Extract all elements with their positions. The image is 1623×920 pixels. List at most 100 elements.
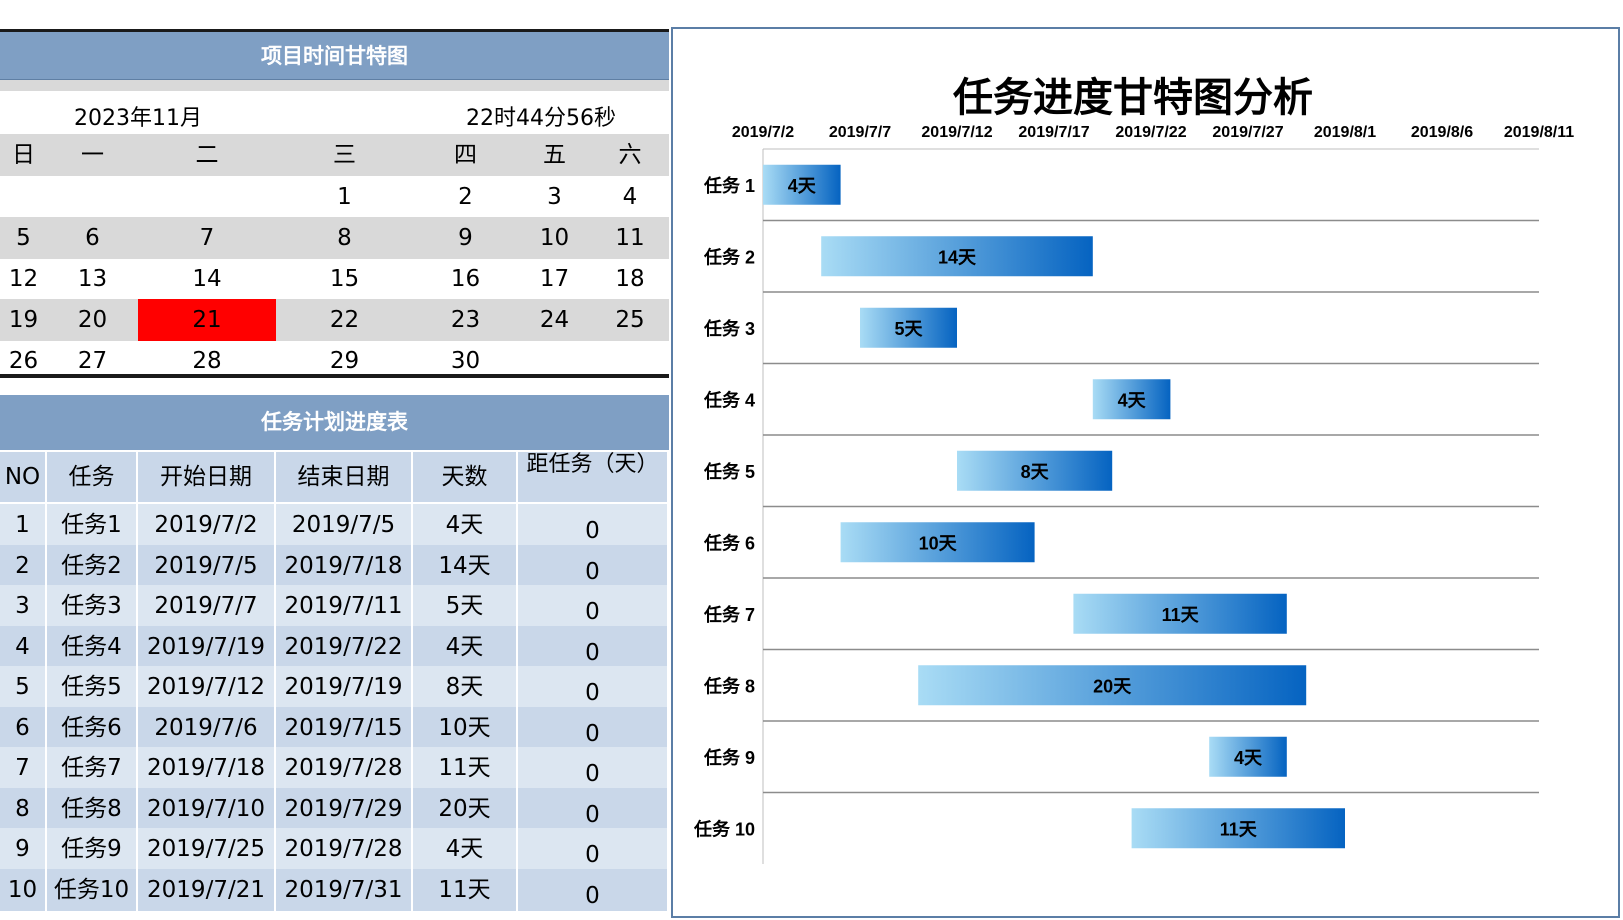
y-category-label: 任务 5 (703, 461, 755, 482)
calendar-week-row: 12 13 14 15 16 17 18 (0, 258, 669, 300)
gantt-bar (918, 665, 1307, 706)
bar-data-label: 4天 (788, 176, 817, 196)
weekday-row: 日一二三四五六 (0, 134, 669, 176)
table-cell: 任务9 (47, 828, 138, 870)
weekday-label: 二 (195, 142, 219, 168)
calendar-day: 2 (458, 184, 473, 210)
table-cell: 任务6 (47, 706, 138, 749)
table-row: 2 任务2 2019/7/5 2019/7/18 14天 0 (0, 544, 669, 587)
table-cell: 任务10 (47, 868, 138, 911)
table-cell: 2019/7/2 (138, 504, 276, 546)
calendar-day: 15 (329, 266, 360, 292)
table-cell: 2019/7/31 (276, 868, 413, 911)
table-cell: 14天 (413, 544, 518, 587)
table-cell: 0 (518, 504, 669, 546)
weekday-label: 五 (543, 142, 566, 168)
time-label: 22时44分56秒 (466, 106, 616, 131)
y-category-label: 任务 10 (693, 818, 755, 839)
gantt-bar (1131, 808, 1345, 849)
table-cell: 8 (0, 787, 47, 830)
schedule-header: NO 任务 开始日期 结束日期 天数 距任务（天） (0, 452, 669, 502)
calendar-band (0, 80, 669, 91)
gantt-bar (763, 164, 841, 205)
table-cell: 任务2 (47, 544, 138, 587)
table-row: 3 任务3 2019/7/7 2019/7/11 5天 0 (0, 585, 669, 627)
table-cell: 4天 (413, 625, 518, 668)
x-tick-label: 2019/7/7 (829, 124, 891, 141)
gantt-chart: 任务进度甘特图分析 2019/7/2 2019/7/7 2019/7/12 2019/7… (693, 76, 1574, 864)
table-cell: 2019/7/5 (276, 504, 413, 546)
table-cell: 任务1 (47, 504, 138, 546)
calendar-day: 16 (450, 266, 481, 292)
bar-data-label: 10天 (919, 533, 958, 553)
chart-title: 任务进度甘特图分析 (953, 76, 1313, 120)
calendar-day: 22 (329, 307, 360, 333)
calendar-day: 3 (547, 184, 562, 210)
calendar-day: 11 (615, 225, 645, 251)
weekday-label: 一 (81, 142, 104, 168)
table-header-cell: 开始日期 (138, 452, 276, 502)
table-cell: 任务7 (47, 747, 138, 789)
table-cell: 2019/7/11 (276, 585, 413, 627)
calendar-day: 20 (77, 307, 108, 333)
table-cell: 10天 (413, 706, 518, 749)
y-category-label: 任务 6 (703, 532, 755, 553)
gantt-bar (957, 450, 1113, 491)
calendar-day: 1 (337, 184, 352, 210)
calendar-day: 28 (192, 348, 222, 374)
calendar-day: 14 (192, 266, 222, 292)
calendar-day: 29 (329, 348, 360, 374)
table-cell: 2019/7/6 (138, 706, 276, 749)
table-cell: 6 (0, 706, 47, 749)
y-category-label: 任务 3 (703, 318, 755, 339)
table-cell: 11天 (413, 868, 518, 911)
calendar-title: 项目时间甘特图 (0, 32, 669, 80)
table-header-cell: 任务 (47, 452, 138, 502)
calendar-day: 17 (539, 266, 570, 292)
table-row: 6 任务6 2019/7/6 2019/7/15 10天 0 (0, 706, 669, 749)
weekday-label: 三 (333, 142, 356, 168)
gantt-bar (840, 522, 1035, 563)
bar-data-label: 8天 (1021, 462, 1050, 482)
calendar-day: 23 (450, 307, 481, 333)
table-cell: 0 (518, 706, 669, 749)
table-cell: 0 (518, 625, 669, 668)
calendar-day: 21 (138, 299, 276, 341)
table-cell: 5天 (413, 585, 518, 627)
weekday-label: 四 (454, 142, 477, 168)
table-cell: 0 (518, 787, 669, 830)
x-tick-label: 2019/7/12 (921, 124, 992, 141)
x-tick-label: 2019/7/27 (1212, 124, 1283, 141)
gantt-chart-panel: 任务进度甘特图分析 2019/7/2 2019/7/7 2019/7/12 2019/7… (671, 27, 1620, 918)
schedule-title: 任务计划进度表 (0, 395, 669, 450)
calendar-day (47, 176, 138, 218)
calendar-week-row: 5 6 7 8 9 10 11 (0, 217, 669, 259)
table-cell: 2019/7/18 (138, 747, 276, 789)
y-category-label: 任务 8 (703, 675, 755, 696)
x-tick-label: 2019/7/17 (1018, 124, 1089, 141)
table-cell: 0 (518, 828, 669, 870)
gantt-bar (1092, 379, 1171, 420)
y-category-label: 任务 7 (703, 604, 755, 625)
table-cell: 10 (0, 868, 47, 911)
calendar-day: 10 (539, 225, 570, 251)
bar-data-label: 11天 (1162, 605, 1200, 625)
table-cell: 1 (0, 504, 47, 546)
table-header-cell: 天数 (413, 452, 518, 502)
y-category-label: 任务 4 (703, 389, 755, 410)
table-cell: 任务4 (47, 625, 138, 668)
table-cell: 8天 (413, 666, 518, 708)
table-cell: 任务8 (47, 787, 138, 830)
table-cell: 2 (0, 544, 47, 587)
table-row: 4 任务4 2019/7/19 2019/7/22 4天 0 (0, 625, 669, 668)
table-cell: 0 (518, 585, 669, 627)
table-cell: 0 (518, 666, 669, 708)
calendar-day (0, 176, 47, 218)
table-cell: 2019/7/19 (276, 666, 413, 708)
table-cell: 7 (0, 747, 47, 789)
calendar-day: 25 (615, 307, 645, 333)
calendar-day (138, 176, 276, 218)
top-border (0, 29, 669, 32)
table-cell: 2019/7/22 (276, 625, 413, 668)
weekday-label: 六 (618, 142, 642, 168)
